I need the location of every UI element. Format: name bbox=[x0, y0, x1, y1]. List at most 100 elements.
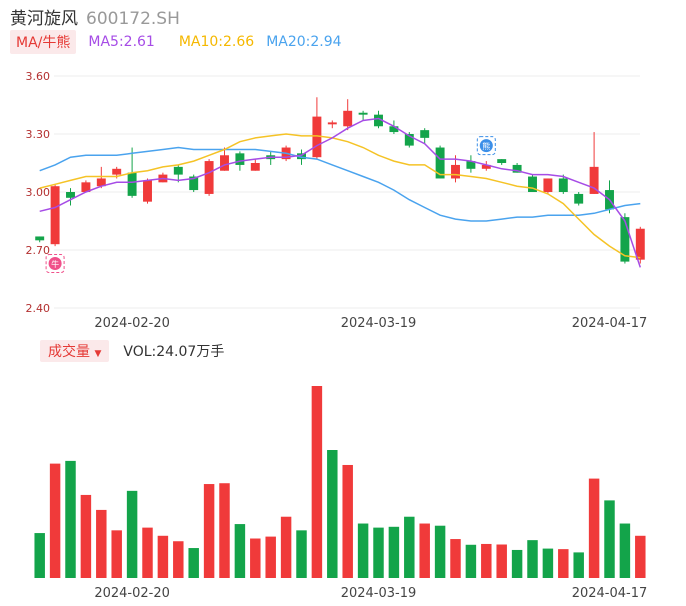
candle-body bbox=[358, 112, 368, 115]
volume-bar bbox=[96, 509, 107, 578]
candle-body bbox=[528, 176, 537, 192]
bear-marker-frame bbox=[476, 136, 496, 156]
candle-body bbox=[127, 172, 137, 196]
candle-body bbox=[635, 228, 645, 260]
volume-bar bbox=[419, 523, 430, 578]
stock-name: 黄河旋风 bbox=[10, 9, 78, 29]
volume-bar bbox=[234, 524, 246, 578]
volume-bar bbox=[558, 549, 569, 578]
candle-body bbox=[620, 217, 630, 262]
candle-body bbox=[574, 193, 584, 204]
candle-body bbox=[404, 134, 414, 146]
candle-body bbox=[558, 178, 568, 192]
volume-bar bbox=[203, 484, 215, 578]
volume-indicator-dropdown[interactable]: 成交量 ▼ bbox=[40, 340, 110, 362]
volume-bar bbox=[65, 460, 76, 578]
volume-bar bbox=[34, 533, 45, 578]
volume-bar bbox=[496, 544, 507, 578]
volume-bar bbox=[250, 538, 261, 578]
volume-bar bbox=[49, 463, 61, 578]
bull-marker-badge bbox=[48, 257, 62, 271]
candle-body bbox=[497, 159, 507, 163]
stock-header: 黄河旋风 600172.SH bbox=[10, 4, 180, 29]
ma20-line bbox=[39, 146, 641, 222]
volume-bar bbox=[404, 516, 415, 578]
candle-body bbox=[35, 236, 45, 241]
volume-legend: 成交量 ▼ VOL:24.07万手 bbox=[40, 340, 225, 362]
ma5-line bbox=[39, 117, 642, 268]
volume-bar bbox=[588, 478, 600, 578]
candle-body bbox=[66, 192, 75, 198]
volume-bar bbox=[604, 500, 615, 578]
candle-body bbox=[543, 178, 553, 192]
candle-body bbox=[173, 166, 183, 175]
volume-bar bbox=[173, 541, 184, 578]
volume-bar bbox=[481, 543, 492, 578]
ma10-line bbox=[39, 133, 641, 259]
candle-body bbox=[343, 110, 353, 127]
volume-bar bbox=[542, 548, 554, 578]
candle-body bbox=[435, 147, 445, 179]
x-tick-label: 2024-04-17 bbox=[572, 586, 648, 601]
candle-body bbox=[204, 161, 214, 194]
volume-bar bbox=[357, 523, 369, 578]
candle-body bbox=[112, 168, 122, 175]
volume-bar bbox=[157, 535, 169, 578]
volume-bar bbox=[265, 536, 276, 578]
candle-body bbox=[312, 116, 322, 158]
stock-code: 600172.SH bbox=[86, 9, 180, 29]
candle-body bbox=[327, 122, 337, 125]
volume-bar bbox=[465, 544, 477, 578]
bear-marker-badge bbox=[479, 139, 493, 153]
y-tick-label: 3.60 bbox=[26, 70, 51, 83]
candle-body bbox=[512, 164, 522, 173]
volume-bar bbox=[280, 516, 292, 578]
ma5-legend: MA5:2.61 bbox=[88, 34, 155, 50]
y-tick-label: 3.30 bbox=[26, 128, 51, 141]
bull-marker-frame bbox=[45, 254, 65, 274]
volume-bar bbox=[511, 549, 523, 578]
candle-body bbox=[451, 164, 460, 179]
candle-body bbox=[189, 176, 199, 191]
candlestick-chart: 3.60 3.30 3.00 2.70 2.40 牛 熊 2024-02-20 2024-03-… bbox=[26, 70, 648, 331]
volume-bar bbox=[635, 535, 646, 578]
chevron-down-icon: ▼ bbox=[94, 349, 102, 359]
volume-bar bbox=[573, 552, 584, 578]
volume-bar bbox=[388, 526, 400, 578]
candle-body bbox=[589, 166, 599, 194]
ma10-legend: MA10:2.66 bbox=[178, 34, 255, 50]
ma20-legend: MA20:2.94 bbox=[266, 34, 342, 50]
volume-bar bbox=[373, 527, 384, 578]
x-tick-label: 2024-04-17 bbox=[572, 316, 648, 331]
volume-bar bbox=[311, 386, 323, 578]
candle-body bbox=[96, 178, 106, 187]
volume-bar bbox=[111, 530, 122, 578]
volume-bar bbox=[327, 450, 338, 578]
volume-bar bbox=[80, 494, 92, 578]
volume-bar bbox=[619, 523, 631, 578]
volume-indicator-label: 成交量 bbox=[48, 344, 90, 360]
volume-bar bbox=[126, 490, 138, 578]
volume-bar bbox=[296, 530, 307, 578]
candle-body bbox=[374, 114, 383, 127]
y-tick-label: 2.40 bbox=[26, 302, 51, 315]
x-tick-label: 2024-02-20 bbox=[94, 586, 170, 601]
y-tick-label: 3.00 bbox=[26, 186, 51, 199]
bear-marker-label: 熊 bbox=[482, 141, 490, 151]
volume-bar bbox=[219, 483, 230, 578]
ma-indicator-toggle[interactable]: MA/牛熊 bbox=[10, 30, 77, 54]
candle-body bbox=[250, 163, 260, 171]
candle-body bbox=[420, 130, 430, 138]
y-tick-label: 2.70 bbox=[26, 244, 51, 257]
volume-bar bbox=[342, 464, 353, 578]
candle-body bbox=[81, 182, 91, 192]
volume-bar bbox=[434, 525, 446, 578]
candle-body bbox=[297, 153, 306, 160]
volume-bar bbox=[142, 527, 153, 578]
candle-body bbox=[143, 180, 152, 202]
candle-body bbox=[220, 155, 229, 171]
candle-body bbox=[50, 186, 60, 245]
x-tick-label: 2024-02-20 bbox=[94, 316, 170, 331]
volume-bar bbox=[188, 548, 199, 578]
volume-value: VOL:24.07万手 bbox=[123, 344, 225, 360]
